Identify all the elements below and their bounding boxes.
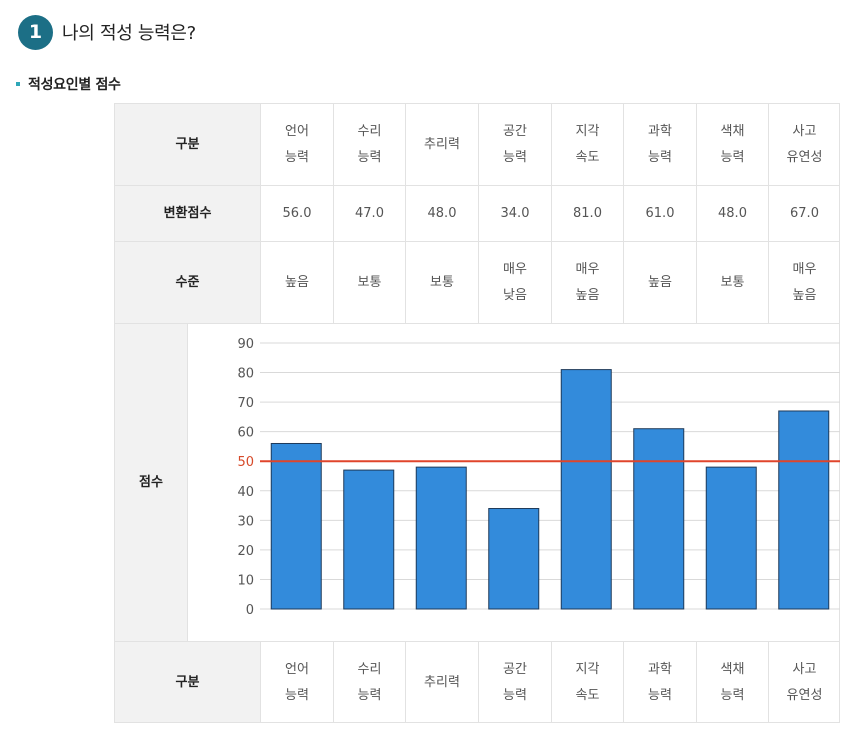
level-cell: 보통 (333, 241, 405, 323)
y-tick-label: 70 (237, 396, 254, 411)
bar (270, 442, 322, 610)
converted-score-cell: 67.0 (768, 185, 840, 241)
converted-score-cell: 48.0 (696, 185, 768, 241)
bar (343, 469, 395, 610)
column-header: 지각 속도 (551, 103, 623, 185)
section-header: 1 나의 적성 능력은? (18, 14, 196, 50)
y-tick-label: 60 (237, 426, 254, 441)
column-header: 색채 능력 (696, 103, 768, 185)
y-tick-label: 90 (237, 337, 254, 352)
y-tick-label: 40 (237, 485, 254, 500)
row-header-level: 수준 (114, 241, 260, 323)
level-cell: 매우 높음 (768, 241, 840, 323)
level-cell: 높음 (623, 241, 696, 323)
level-cell: 보통 (405, 241, 478, 323)
bar (488, 508, 540, 610)
y-tick-label: 80 (237, 367, 254, 382)
score-bar-chart: 0 10 20 30 40 50 60 70 80 90 (237, 337, 840, 618)
column-footer: 과학 능력 (623, 641, 696, 723)
column-header: 사고 유연성 (768, 103, 840, 185)
column-header: 추리력 (405, 103, 478, 185)
level-cell: 보통 (696, 241, 768, 323)
converted-score-cell: 47.0 (333, 185, 405, 241)
row-header-category-bottom: 구분 (114, 641, 260, 723)
subsection-header: 적성요인별 점수 (16, 74, 121, 94)
y-tick-label: 30 (237, 514, 254, 529)
column-header: 과학 능력 (623, 103, 696, 185)
y-tick-label: 10 (237, 573, 254, 588)
row-header-converted-score: 변환점수 (114, 185, 260, 241)
converted-score-cell: 61.0 (623, 185, 696, 241)
y-tick-label: 20 (237, 544, 254, 559)
column-header: 수리 능력 (333, 103, 405, 185)
column-footer: 수리 능력 (333, 641, 405, 723)
column-footer: 언어 능력 (260, 641, 333, 723)
column-footer: 색채 능력 (696, 641, 768, 723)
column-footer: 지각 속도 (551, 641, 623, 723)
bar (778, 410, 830, 610)
section-title: 나의 적성 능력은? (62, 23, 196, 44)
level-cell: 높음 (260, 241, 333, 323)
column-footer: 공간 능력 (478, 641, 551, 723)
section-number-badge: 1 (18, 14, 53, 50)
bar (415, 466, 467, 610)
converted-score-cell: 34.0 (478, 185, 551, 241)
column-footer: 사고 유연성 (768, 641, 840, 723)
converted-score-cell: 81.0 (551, 185, 623, 241)
subsection-title: 적성요인별 점수 (28, 77, 121, 93)
y-tick-label: 50 (237, 455, 254, 470)
level-cell: 매우 낮음 (478, 241, 551, 323)
converted-score-cell: 56.0 (260, 185, 333, 241)
bar (705, 466, 757, 610)
column-footer: 추리력 (405, 641, 478, 723)
y-tick-label: 0 (246, 603, 254, 618)
row-header-chart-score: 점수 (114, 323, 187, 641)
level-cell: 매우 높음 (551, 241, 623, 323)
converted-score-cell: 48.0 (405, 185, 478, 241)
bullet-icon (16, 82, 20, 86)
column-header: 공간 능력 (478, 103, 551, 185)
column-header: 언어 능력 (260, 103, 333, 185)
row-header-category: 구분 (114, 103, 260, 185)
bar (560, 369, 612, 610)
bar (633, 428, 685, 610)
